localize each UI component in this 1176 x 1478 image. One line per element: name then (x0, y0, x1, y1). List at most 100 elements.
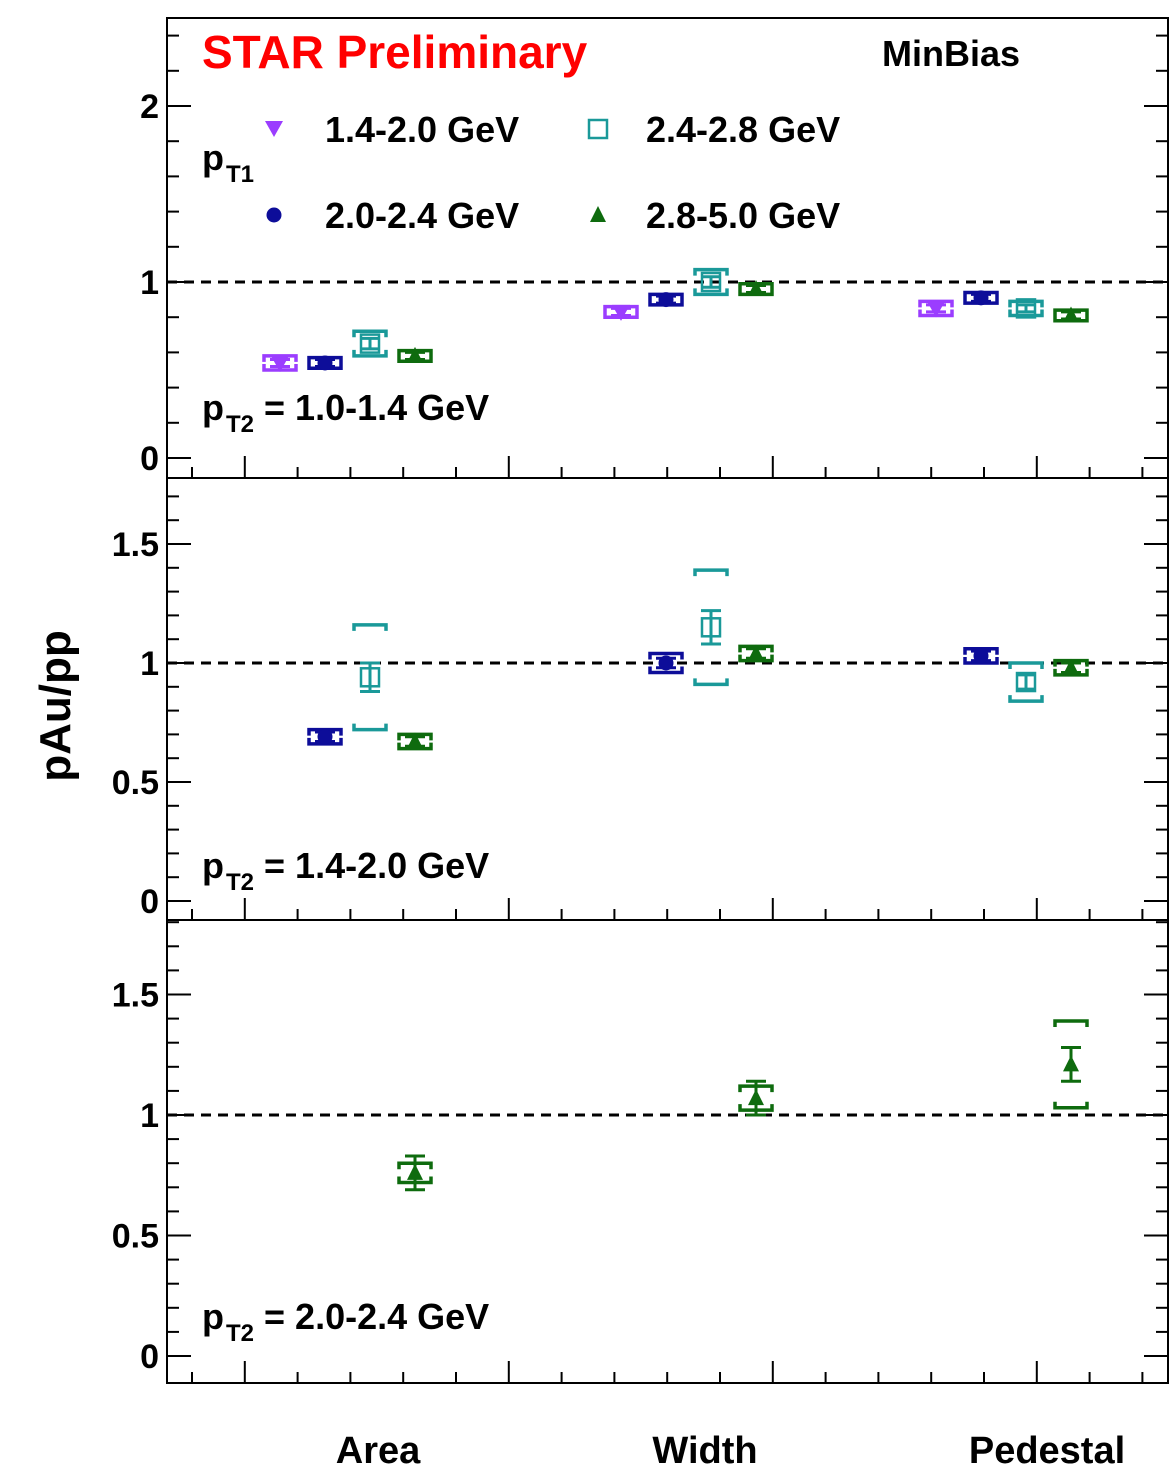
y-tick-label: 0 (140, 1338, 159, 1376)
data-point (1053, 658, 1089, 677)
pt2-value: = 2.0-2.4 GeV (254, 1296, 489, 1337)
category-label-pedestal: Pedestal (969, 1430, 1125, 1472)
data-marker (271, 355, 289, 372)
data-marker (407, 732, 423, 749)
data-marker (1063, 658, 1079, 675)
systematic-bracket (352, 329, 388, 358)
data-marker (407, 1163, 423, 1180)
data-marker (1015, 298, 1037, 319)
data-marker (700, 617, 722, 638)
data-point (738, 1079, 774, 1117)
pt2-label: pT2 = 2.0-2.4 GeV (202, 1296, 489, 1347)
data-marker (1063, 1055, 1079, 1072)
data-marker (1063, 306, 1079, 323)
legend-marker-2.0-2.4 (266, 207, 282, 223)
data-point (262, 354, 298, 372)
pt2-main: p (202, 387, 224, 428)
systematic-bracket (1053, 1019, 1089, 1110)
pt2-label: pT2 = 1.0-1.4 GeV (202, 387, 489, 438)
y-tick-label: 1.5 (112, 526, 159, 564)
systematic-bracket (648, 651, 684, 675)
legend: pT1 1.4-2.0 GeV 2.4-2.8 GeV 2.0-2.4 GeV … (202, 109, 840, 236)
legend-marker-2.4-2.8 (587, 118, 609, 140)
data-point (963, 646, 999, 665)
panel-2: 0 0.5 1 1.5 pT2 = 1.4-2.0 GeV (112, 477, 1169, 921)
y-tick-label: 1 (140, 264, 159, 302)
star-preliminary-label: STAR Preliminary (202, 26, 588, 78)
panel-3: 0 0.5 1 1.5 pT2 = 2.0-2.4 GeV (112, 919, 1169, 1384)
data-marker (317, 729, 333, 745)
pt2-sub: T2 (226, 869, 254, 896)
legend-label-1.4-2.0: 1.4-2.0 GeV (325, 109, 519, 150)
pt2-main: p (202, 1296, 224, 1337)
data-point (603, 304, 639, 321)
systematic-bracket (1008, 661, 1044, 703)
systematic-bracket (1008, 299, 1044, 318)
data-marker (748, 280, 764, 297)
data-marker (973, 648, 989, 664)
legend-title: pT1 (202, 137, 254, 188)
data-marker (927, 301, 945, 318)
data-point (963, 290, 999, 306)
data-marker (658, 292, 674, 308)
legend-marker-1.4-2.0 (265, 121, 283, 137)
data-marker (748, 644, 764, 661)
data-marker (973, 290, 989, 306)
y-tick-label: 1.5 (112, 977, 159, 1015)
data-point (738, 644, 774, 663)
pt2-main: p (202, 845, 224, 886)
y-tick-label: 0.5 (112, 764, 159, 802)
data-marker (612, 304, 630, 321)
legend-label-2.4-2.8: 2.4-2.8 GeV (646, 109, 840, 150)
data-point (397, 732, 433, 751)
data-point (397, 346, 433, 363)
data-point (693, 267, 729, 297)
data-point (648, 651, 684, 675)
legend-label-2.0-2.4: 2.0-2.4 GeV (325, 195, 519, 236)
data-point (307, 727, 343, 746)
data-point (307, 355, 343, 371)
data-marker (1015, 671, 1037, 693)
data-point (352, 623, 388, 732)
data-point (352, 329, 388, 358)
data-marker (359, 333, 381, 354)
data-marker (658, 655, 674, 671)
data-marker (317, 355, 333, 371)
data-point (648, 292, 684, 308)
pt2-value: = 1.4-2.0 GeV (254, 845, 489, 886)
systematic-bracket (693, 568, 729, 687)
y-tick-label: 1 (140, 645, 159, 683)
data-point (1053, 306, 1089, 323)
y-axis-title: pAu/pp (31, 630, 80, 782)
systematic-bracket (693, 267, 729, 297)
legend-label-2.8-5.0: 2.8-5.0 GeV (646, 195, 840, 236)
y-tick-label: 1 (140, 1097, 159, 1135)
data-point (1008, 661, 1044, 703)
systematic-bracket (352, 623, 388, 732)
data-point (918, 299, 954, 318)
data-point (1008, 298, 1044, 319)
y-tick-label: 0 (140, 440, 159, 478)
data-point (397, 1154, 433, 1192)
legend-marker-2.8-5.0 (590, 206, 606, 222)
data-marker (748, 1089, 764, 1106)
data-marker (700, 271, 722, 293)
data-point (1053, 1019, 1089, 1110)
y-tick-label: 2 (140, 88, 159, 126)
data-marker (359, 667, 381, 688)
data-marker (407, 346, 423, 363)
y-tick-label: 0 (140, 883, 159, 921)
pt2-sub: T2 (226, 411, 254, 438)
data-point (693, 568, 729, 687)
minbias-label: MinBias (882, 33, 1020, 74)
panel-1: 0 1 2 pT2 = 1.0-1.4 GeV (140, 17, 1169, 479)
pt2-label: pT2 = 1.4-2.0 GeV (202, 845, 489, 896)
category-label-width: Width (652, 1430, 757, 1472)
y-tick-label: 0.5 (112, 1218, 159, 1256)
legend-markers (265, 118, 609, 223)
pt2-value: = 1.0-1.4 GeV (254, 387, 489, 428)
data-point (738, 280, 774, 297)
pt2-sub: T2 (226, 1320, 254, 1347)
